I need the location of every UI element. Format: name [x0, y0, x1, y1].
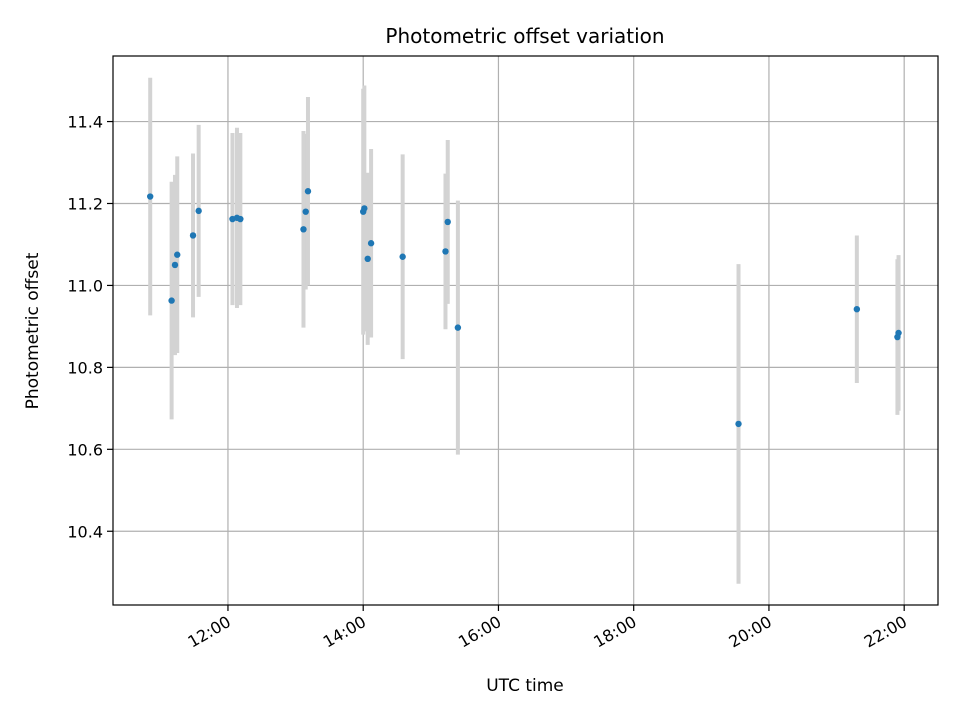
- data-point: [300, 226, 307, 233]
- data-point: [189, 232, 197, 239]
- error-bars: [148, 77, 901, 584]
- data-point: [171, 261, 179, 269]
- grid: [113, 56, 938, 605]
- y-tick-label: 11.0: [67, 276, 103, 295]
- data-point: [361, 205, 368, 212]
- data-point: [168, 297, 175, 304]
- data-point: [853, 305, 861, 313]
- data-point: [444, 218, 451, 226]
- y-axis-label: Photometric offset: [23, 252, 43, 409]
- data-point: [735, 420, 742, 428]
- data-point: [895, 329, 902, 337]
- x-tick-label: 14:00: [320, 612, 369, 652]
- chart-title: Photometric offset variation: [385, 24, 664, 48]
- data-point: [304, 188, 312, 195]
- y-tick-label: 10.8: [67, 358, 103, 377]
- y-axis-ticks: 10.4 10.6 10.8 11.0 11.2 11.4: [67, 113, 113, 541]
- x-tick-label: 12:00: [185, 612, 234, 652]
- data-point: [302, 208, 309, 215]
- data-point: [237, 215, 244, 223]
- y-tick-label: 10.6: [67, 440, 103, 459]
- x-axis-ticks: 12:00 14:00 16:00 18:00 20:00 22:00: [185, 605, 910, 652]
- plot-frame: [112, 55, 939, 606]
- data-point: [454, 324, 462, 331]
- y-tick-label: 11.2: [67, 194, 103, 213]
- data-point: [146, 193, 154, 200]
- data-points: [146, 188, 902, 428]
- data-point: [367, 240, 375, 247]
- x-tick-label: 20:00: [726, 612, 775, 652]
- data-point: [442, 248, 449, 255]
- x-tick-label: 16:00: [455, 612, 504, 652]
- x-axis-label: UTC time: [486, 676, 564, 696]
- y-tick-label: 10.4: [67, 522, 103, 541]
- data-point: [174, 251, 181, 258]
- data-point: [364, 255, 371, 263]
- y-tick-label: 11.4: [67, 113, 103, 132]
- x-tick-label: 22:00: [861, 612, 910, 652]
- x-tick-label: 18:00: [590, 612, 639, 652]
- data-point: [195, 207, 202, 215]
- data-point: [399, 253, 406, 260]
